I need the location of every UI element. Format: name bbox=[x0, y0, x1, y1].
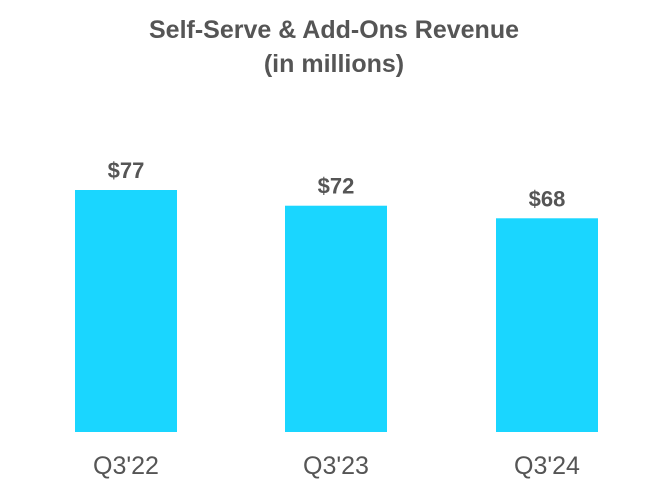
value-label: $77 bbox=[108, 158, 145, 183]
chart-title: Self-Serve & Add-Ons Revenue bbox=[149, 16, 519, 44]
value-label: $72 bbox=[318, 174, 355, 199]
bar-q3-24 bbox=[496, 218, 598, 432]
bar-q3-22 bbox=[75, 190, 177, 432]
category-label: Q3'24 bbox=[514, 452, 580, 480]
category-label: Q3'23 bbox=[303, 452, 369, 480]
category-labels-group: Q3'22 Q3'23 Q3'24 bbox=[93, 452, 580, 480]
bar-q3-23 bbox=[285, 205, 387, 432]
category-label: Q3'22 bbox=[93, 452, 159, 480]
value-labels-group: $77 $72 $68 bbox=[108, 158, 566, 211]
bars-group bbox=[75, 190, 598, 432]
chart-subtitle: (in millions) bbox=[264, 50, 404, 78]
value-label: $68 bbox=[529, 186, 566, 211]
